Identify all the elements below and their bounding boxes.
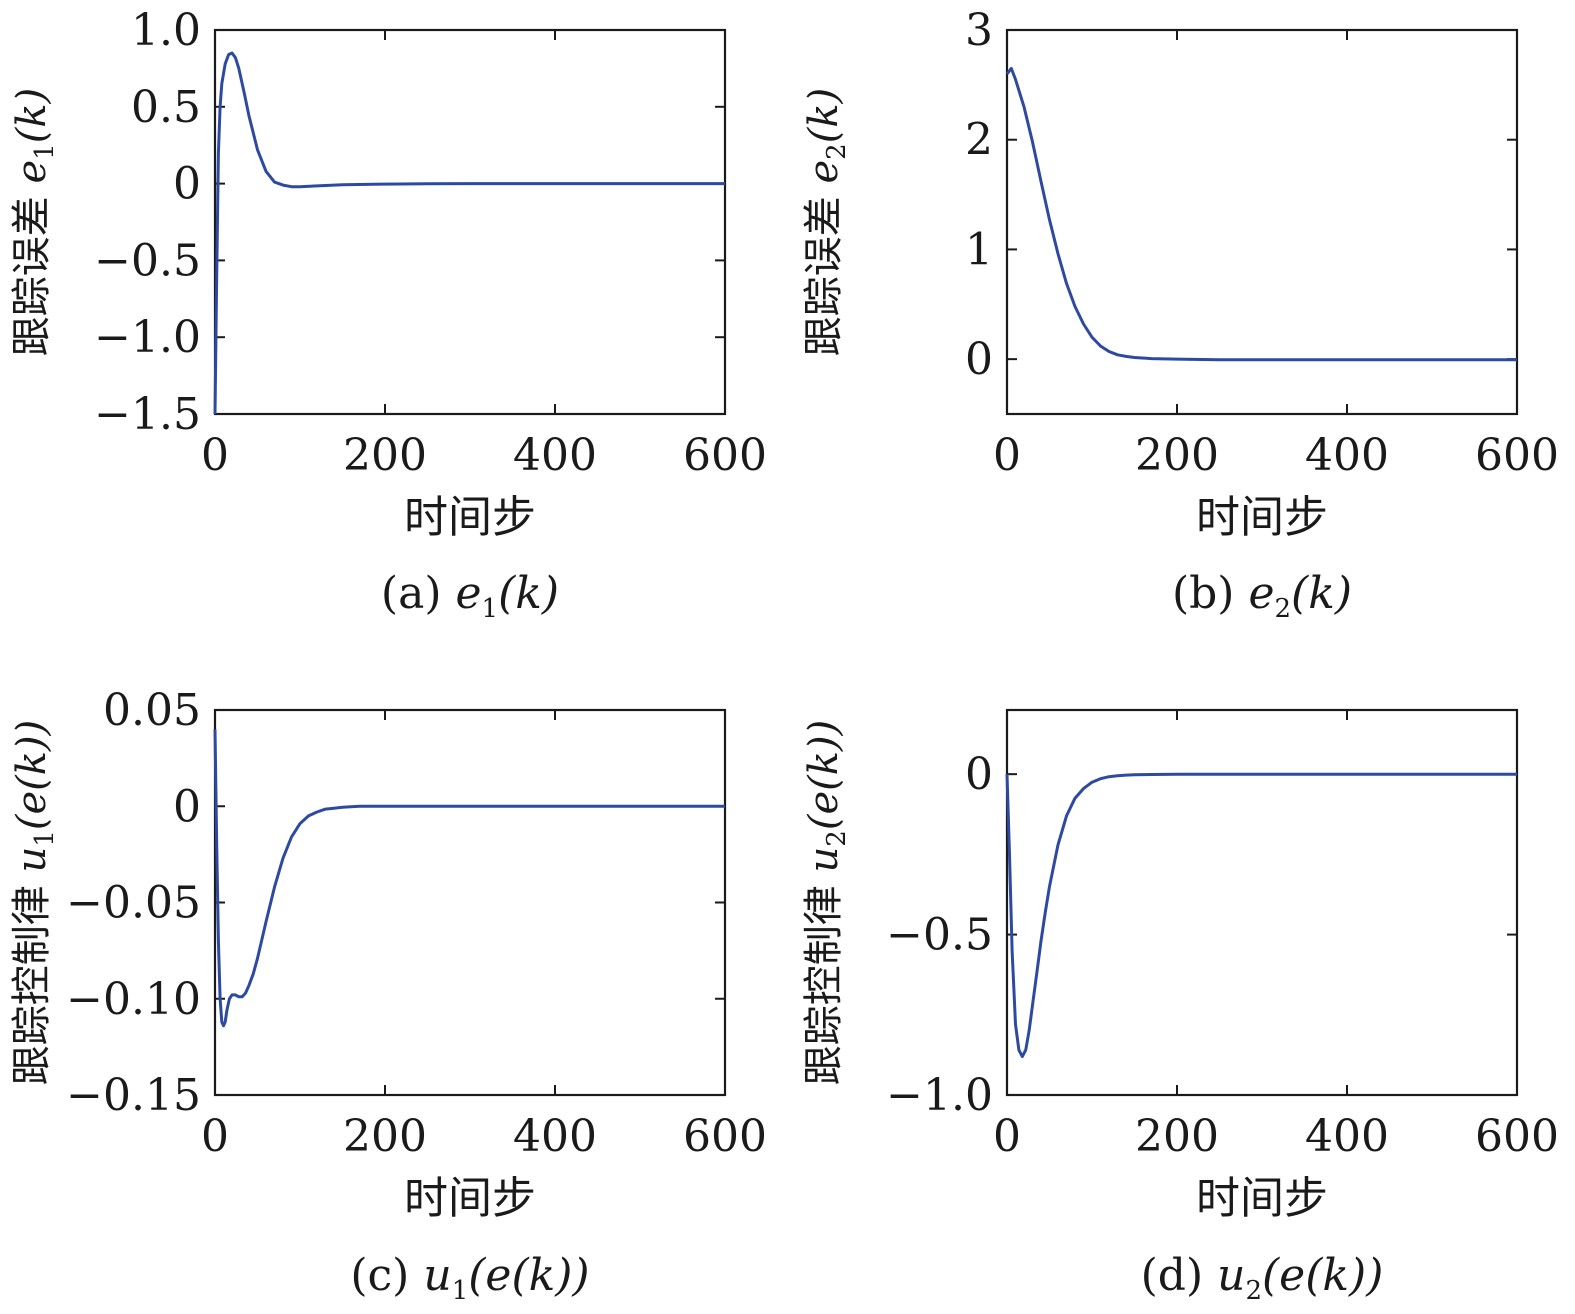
x-tick-label: 0 — [993, 430, 1021, 481]
panel-caption-a: (a) e1(k) — [381, 568, 559, 624]
x-tick-label: 600 — [683, 430, 767, 481]
y-tick-label: −0.05 — [66, 878, 201, 929]
panel-b: 0 200 400 600 0 1 2 3 时间步 跟踪误差 e2(k) (b) e2(k) — [801, 5, 1559, 624]
x-tick-label: 400 — [1305, 1111, 1389, 1162]
y-axis-label: 跟踪误差 e2(k) — [801, 88, 852, 356]
y-tick-label: 0 — [173, 781, 201, 832]
y-axis-label: 跟踪误差 e1(k) — [9, 88, 60, 356]
y-tick-label: 0 — [173, 159, 201, 210]
x-tick-label: 200 — [343, 430, 427, 481]
series-line-a — [213, 51, 725, 415]
y-tick-label: 1.0 — [131, 5, 201, 56]
y-tick-label: 0 — [965, 334, 993, 385]
y-tick-label: −0.15 — [66, 1070, 201, 1121]
y-tick-label: −0.10 — [66, 974, 201, 1025]
y-tick-label: 1 — [965, 224, 993, 275]
y-tick-label: 2 — [965, 115, 993, 166]
y-tick-label: 0.05 — [103, 685, 201, 736]
series-line-b — [1005, 66, 1517, 362]
panel-a: 0 200 400 600 −1.5 −1.0 −0.5 0 0.5 1.0 时间步 跟踪误差 e1(… — [9, 5, 767, 624]
x-tick-label: 400 — [1305, 430, 1389, 481]
y-tick-label: −0.5 — [886, 910, 993, 961]
y-tick-label: 3 — [965, 5, 993, 56]
x-tick-label: 200 — [1135, 430, 1219, 481]
y-tick-label: −0.5 — [94, 235, 201, 286]
y-tick-label: 0.5 — [131, 82, 201, 133]
x-tick-label: 0 — [201, 430, 229, 481]
x-axis-label: 时间步 — [404, 492, 536, 543]
x-tick-label: 200 — [343, 1111, 427, 1162]
x-tick-label: 0 — [993, 1111, 1021, 1162]
panel-c: 0 200 400 600 −0.15 −0.10 −0.05 0 0.05 时间步 跟踪控制律 u… — [9, 685, 767, 1306]
x-tick-label: 200 — [1135, 1111, 1219, 1162]
series-line-d — [1005, 772, 1517, 1058]
x-axis-label: 时间步 — [1196, 492, 1328, 543]
panel-caption-d: (d) u2(e(k)) — [1141, 1250, 1384, 1306]
y-tick-label: −1.0 — [886, 1070, 993, 1121]
y-tick-label: −1.0 — [94, 312, 201, 363]
x-tick-label: 400 — [513, 430, 597, 481]
y-axis-label: 跟踪控制律 u2(e(k)) — [801, 720, 852, 1085]
plot-frame-a — [213, 28, 727, 416]
y-tick-label: 0 — [965, 749, 993, 800]
plot-frame-d — [1005, 708, 1519, 1097]
panel-d: 0 200 400 600 −1.0 −0.5 0 时间步 跟踪控制律 u2(e(k)) (d) … — [801, 708, 1559, 1306]
x-tick-label: 600 — [683, 1111, 767, 1162]
panel-caption-b: (b) e2(k) — [1172, 568, 1352, 624]
x-tick-label: 0 — [201, 1111, 229, 1162]
plot-frame-c — [213, 708, 727, 1097]
y-tick-label: −1.5 — [94, 389, 201, 440]
plot-frame-b — [1005, 28, 1519, 416]
series-line-c — [213, 729, 725, 1028]
x-axis-label: 时间步 — [1196, 1173, 1328, 1224]
x-tick-label: 600 — [1475, 1111, 1559, 1162]
x-axis-label: 时间步 — [404, 1173, 536, 1224]
x-tick-label: 400 — [513, 1111, 597, 1162]
y-axis-label: 跟踪控制律 u1(e(k)) — [9, 720, 60, 1085]
panel-caption-c: (c) u1(e(k)) — [350, 1250, 589, 1306]
x-tick-label: 600 — [1475, 430, 1559, 481]
